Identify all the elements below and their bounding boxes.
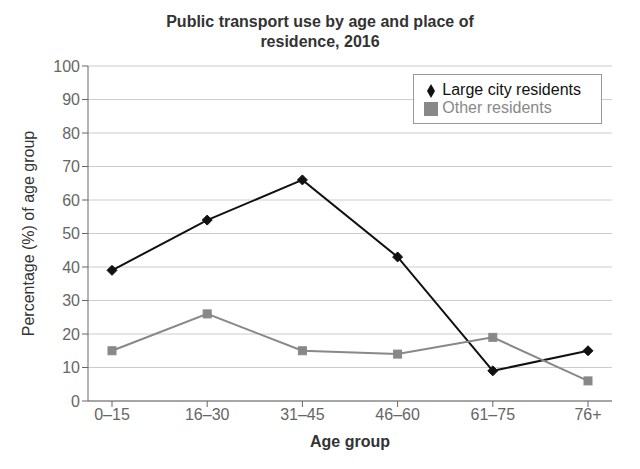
svg-text:30: 30 [62, 292, 80, 309]
svg-text:70: 70 [62, 158, 80, 175]
svg-text:Percentage (%) of age group: Percentage (%) of age group [20, 131, 37, 337]
svg-text:60: 60 [62, 192, 80, 209]
html-text:Public transport use by age an: Public transport use by age and place of [166, 13, 474, 30]
svg-text:76+: 76+ [574, 406, 601, 423]
svg-text:61–75: 61–75 [471, 406, 516, 423]
svg-text:100: 100 [53, 58, 80, 75]
svg-text:31–45: 31–45 [280, 406, 325, 423]
svg-text:46–60: 46–60 [375, 406, 420, 423]
html-text:Large city residents: Large city residents [442, 81, 581, 98]
svg-text:90: 90 [62, 91, 80, 108]
svg-text:16–30: 16–30 [185, 406, 230, 423]
svg-text:Age group: Age group [310, 433, 390, 450]
svg-text:50: 50 [62, 225, 80, 242]
svg-text:0: 0 [71, 393, 80, 410]
svg-text:80: 80 [62, 125, 80, 142]
svg-text:20: 20 [62, 326, 80, 343]
svg-text:40: 40 [62, 259, 80, 276]
html-text:Other residents: Other residents [442, 99, 552, 116]
html-text:residence, 2016: residence, 2016 [260, 33, 380, 50]
svg-text:0–15: 0–15 [94, 406, 130, 423]
svg-text:10: 10 [62, 359, 80, 376]
